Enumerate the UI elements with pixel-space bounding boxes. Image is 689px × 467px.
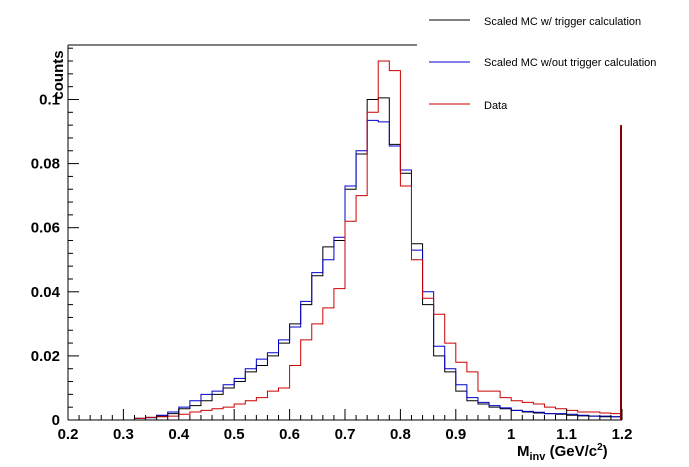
x-tick-label: 1.1 (556, 426, 577, 443)
legend-label-data: Data (484, 100, 508, 112)
x-tick-label: 0.9 (445, 426, 466, 443)
y-axis-title: counts (50, 50, 67, 99)
series-group (133, 60, 623, 420)
legend-label-mc-trigger: Scaled MC w/ trigger calculation (484, 16, 641, 28)
series-line-2 (133, 60, 623, 420)
x-axis-ticks: 0.2 0.3 0.4 0.5 0.6 0.7 0.8 0.9 1 1.1 1.2 (58, 409, 633, 443)
legend-entry-mc-no-trigger: Scaled MC w/out trigger calculation (429, 57, 656, 69)
x-axis-title-main: M (517, 443, 530, 460)
legend: Scaled MC w/ trigger calculation Scaled … (429, 16, 656, 112)
y-tick-label: 0 (52, 412, 60, 429)
y-tick-label: 0.06 (31, 220, 60, 237)
series-line-1 (133, 119, 623, 420)
y-tick-label: 0.1 (39, 91, 60, 108)
x-tick-label: 0.7 (335, 426, 356, 443)
legend-label-mc-no-trigger: Scaled MC w/out trigger calculation (484, 57, 656, 69)
y-tick-label: 0.02 (31, 348, 60, 365)
x-axis-title-sup: 2 (597, 442, 603, 453)
x-tick-label: 0.6 (279, 426, 300, 443)
x-axis-title-unit: (GeV/c (545, 443, 597, 460)
x-tick-label: 0.4 (168, 426, 190, 443)
x-tick-label: 1 (507, 426, 515, 443)
x-axis-title: Minv (GeV/c2) (517, 442, 608, 463)
x-tick-label: 1.2 (612, 426, 633, 443)
x-tick-label: 0.5 (224, 426, 245, 443)
y-tick-label: 0.04 (31, 284, 61, 301)
x-axis-title-close: ) (603, 443, 608, 460)
x-tick-label: 0.3 (113, 426, 134, 443)
y-axis-ticks: 0 0.02 0.04 0.06 0.08 0.1 (31, 47, 79, 429)
x-tick-label: 0.8 (390, 426, 411, 443)
x-axis-title-sub: inv (530, 451, 547, 463)
y-tick-label: 0.08 (31, 156, 60, 173)
legend-entry-mc-trigger: Scaled MC w/ trigger calculation (429, 16, 641, 28)
x-tick-label: 0.2 (58, 426, 79, 443)
legend-entry-data: Data (429, 100, 508, 112)
